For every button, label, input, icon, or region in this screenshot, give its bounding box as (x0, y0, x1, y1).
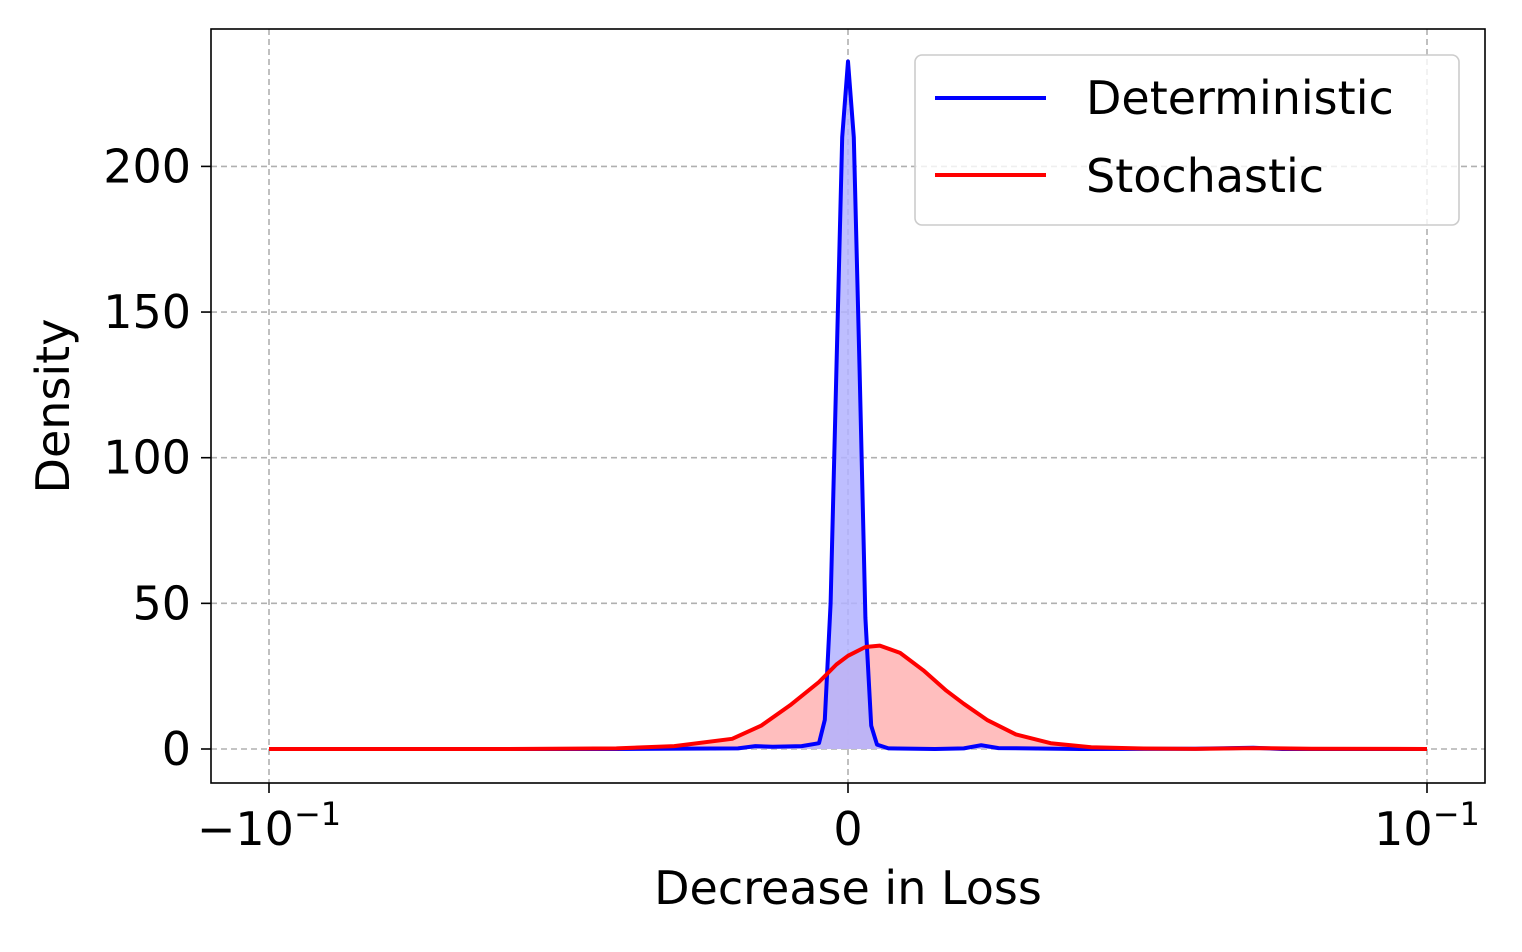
y-tick-label: 150 (103, 285, 191, 339)
area-deterministic (269, 61, 1427, 749)
line-stochastic (269, 643, 1428, 751)
legend: Deterministic Stochastic (914, 54, 1460, 226)
y-tick-label: 50 (132, 576, 191, 630)
legend-label-stochastic: Stochastic (1086, 149, 1324, 203)
y-axis-title: Density (26, 319, 80, 494)
x-tick-label: 10−1 (1374, 795, 1480, 856)
x-axis-title: Decrease in Loss (654, 861, 1042, 915)
y-tick-label: 200 (103, 139, 191, 193)
y-tick-label: 100 (103, 431, 191, 485)
line-deterministic (269, 59, 1427, 751)
series-layer (269, 59, 1428, 751)
legend-box (914, 54, 1460, 226)
x-tick-label: 0 (833, 802, 862, 856)
y-tick-label: 0 (162, 722, 191, 776)
legend-label-deterministic: Deterministic (1086, 71, 1394, 125)
x-tick-label: −10−1 (197, 795, 341, 856)
